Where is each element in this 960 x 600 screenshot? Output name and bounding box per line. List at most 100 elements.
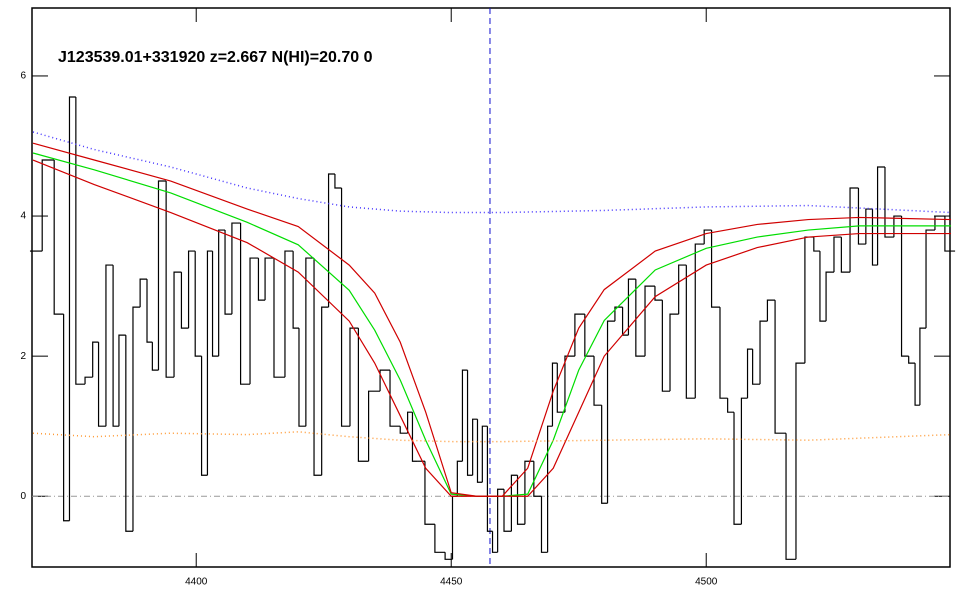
y-tick-label: 2	[20, 351, 26, 362]
flux-bin	[865, 208, 873, 245]
flux-bin	[893, 215, 902, 238]
flux-bin	[795, 362, 805, 560]
flux-bin	[257, 258, 266, 301]
flux-bin	[399, 426, 408, 434]
flux-bin	[472, 418, 478, 476]
flux-bin	[264, 257, 274, 301]
flux-bin	[105, 264, 114, 427]
flux-bin	[284, 250, 294, 378]
flux-bin	[551, 362, 558, 427]
flux-bin	[173, 271, 182, 378]
flux-bin	[785, 433, 796, 560]
flux-bin	[694, 243, 705, 399]
plot-frame	[31, 7, 951, 568]
flux-bin	[524, 460, 534, 525]
flux-bin	[486, 426, 493, 532]
flux-bin	[63, 314, 70, 522]
flux-bin	[368, 390, 381, 462]
flux-bin	[925, 229, 935, 329]
flux-bin	[727, 398, 735, 413]
flux-bin	[231, 222, 241, 315]
flux-bin	[944, 216, 956, 252]
flux-bin	[746, 348, 753, 399]
series-line	[32, 131, 952, 214]
annotation: J123539.01+331920 z=2.667 N(HI)=20.70 0	[58, 49, 373, 66]
flux-bin	[825, 271, 834, 322]
flux-bin	[654, 286, 663, 301]
flux-bin	[194, 251, 202, 357]
flux-bin	[273, 258, 285, 378]
flux-bin	[481, 425, 488, 483]
flux-bin	[857, 188, 866, 245]
flux-bin	[292, 251, 299, 329]
flux-bin	[661, 300, 671, 392]
flux-bin	[461, 369, 468, 462]
flux-bin	[833, 236, 842, 273]
flux-bin	[239, 223, 251, 385]
flux-bin	[97, 342, 106, 427]
flux-bin	[180, 272, 189, 329]
flux-bin	[249, 257, 259, 385]
flux-bin	[740, 397, 748, 525]
flux-bin	[305, 257, 315, 427]
flux-bin	[678, 264, 687, 315]
flux-bin	[476, 419, 483, 483]
flux-bin	[379, 369, 391, 392]
series-line	[32, 431, 952, 443]
flux-bin	[200, 356, 208, 476]
flux-bin	[719, 307, 728, 399]
flux-bin	[876, 166, 885, 266]
flux-bin	[752, 349, 761, 385]
flux-bin	[503, 489, 512, 532]
series-line	[32, 152, 952, 497]
flux-bin	[497, 488, 505, 553]
flux-bin	[884, 167, 894, 238]
flux-bin	[635, 279, 646, 357]
flux-bin	[125, 335, 133, 532]
flux-bin	[334, 174, 342, 189]
flux-bin	[424, 461, 435, 525]
flux-bin	[151, 342, 159, 371]
flux-bin	[211, 251, 219, 357]
flux-bin	[516, 475, 525, 525]
flux-bin	[766, 299, 776, 322]
flux-bin	[444, 552, 453, 560]
flux-bin	[533, 461, 542, 497]
flux-bin	[41, 159, 55, 252]
flux-bin	[584, 314, 595, 357]
flux-bin	[165, 181, 175, 378]
flux-bin	[804, 236, 814, 364]
flux-bin	[118, 334, 126, 427]
series-line	[32, 142, 952, 497]
flux-bin	[327, 173, 335, 308]
flux-bin	[900, 216, 909, 357]
flux-bin	[407, 411, 413, 434]
flux-bin	[914, 363, 920, 406]
flux-bin	[218, 229, 226, 357]
flux-bin	[357, 328, 369, 462]
flux-bin	[389, 370, 401, 427]
flux-bin	[313, 258, 322, 476]
flux-bin	[759, 320, 768, 385]
flux-bin	[321, 306, 329, 476]
flux-bin	[934, 215, 945, 231]
flux-bin	[434, 524, 446, 553]
flux-bin	[411, 412, 418, 462]
flux-bin	[774, 300, 787, 434]
flux-bin	[224, 230, 232, 315]
flux-bin	[349, 327, 359, 427]
flux-bin	[456, 460, 463, 497]
flux-bin	[614, 306, 623, 322]
flux-bin	[564, 355, 575, 413]
flux-bin	[68, 96, 76, 521]
flux-bin	[146, 279, 153, 343]
flux-bin	[84, 376, 93, 385]
flux-bin	[540, 496, 548, 553]
flux-bin	[75, 96, 86, 385]
flux-bin	[813, 237, 820, 252]
x-tick-label: 4450	[440, 577, 463, 588]
flux-bin	[606, 320, 615, 504]
flux-bin	[466, 370, 473, 476]
flux-bin	[849, 187, 859, 273]
